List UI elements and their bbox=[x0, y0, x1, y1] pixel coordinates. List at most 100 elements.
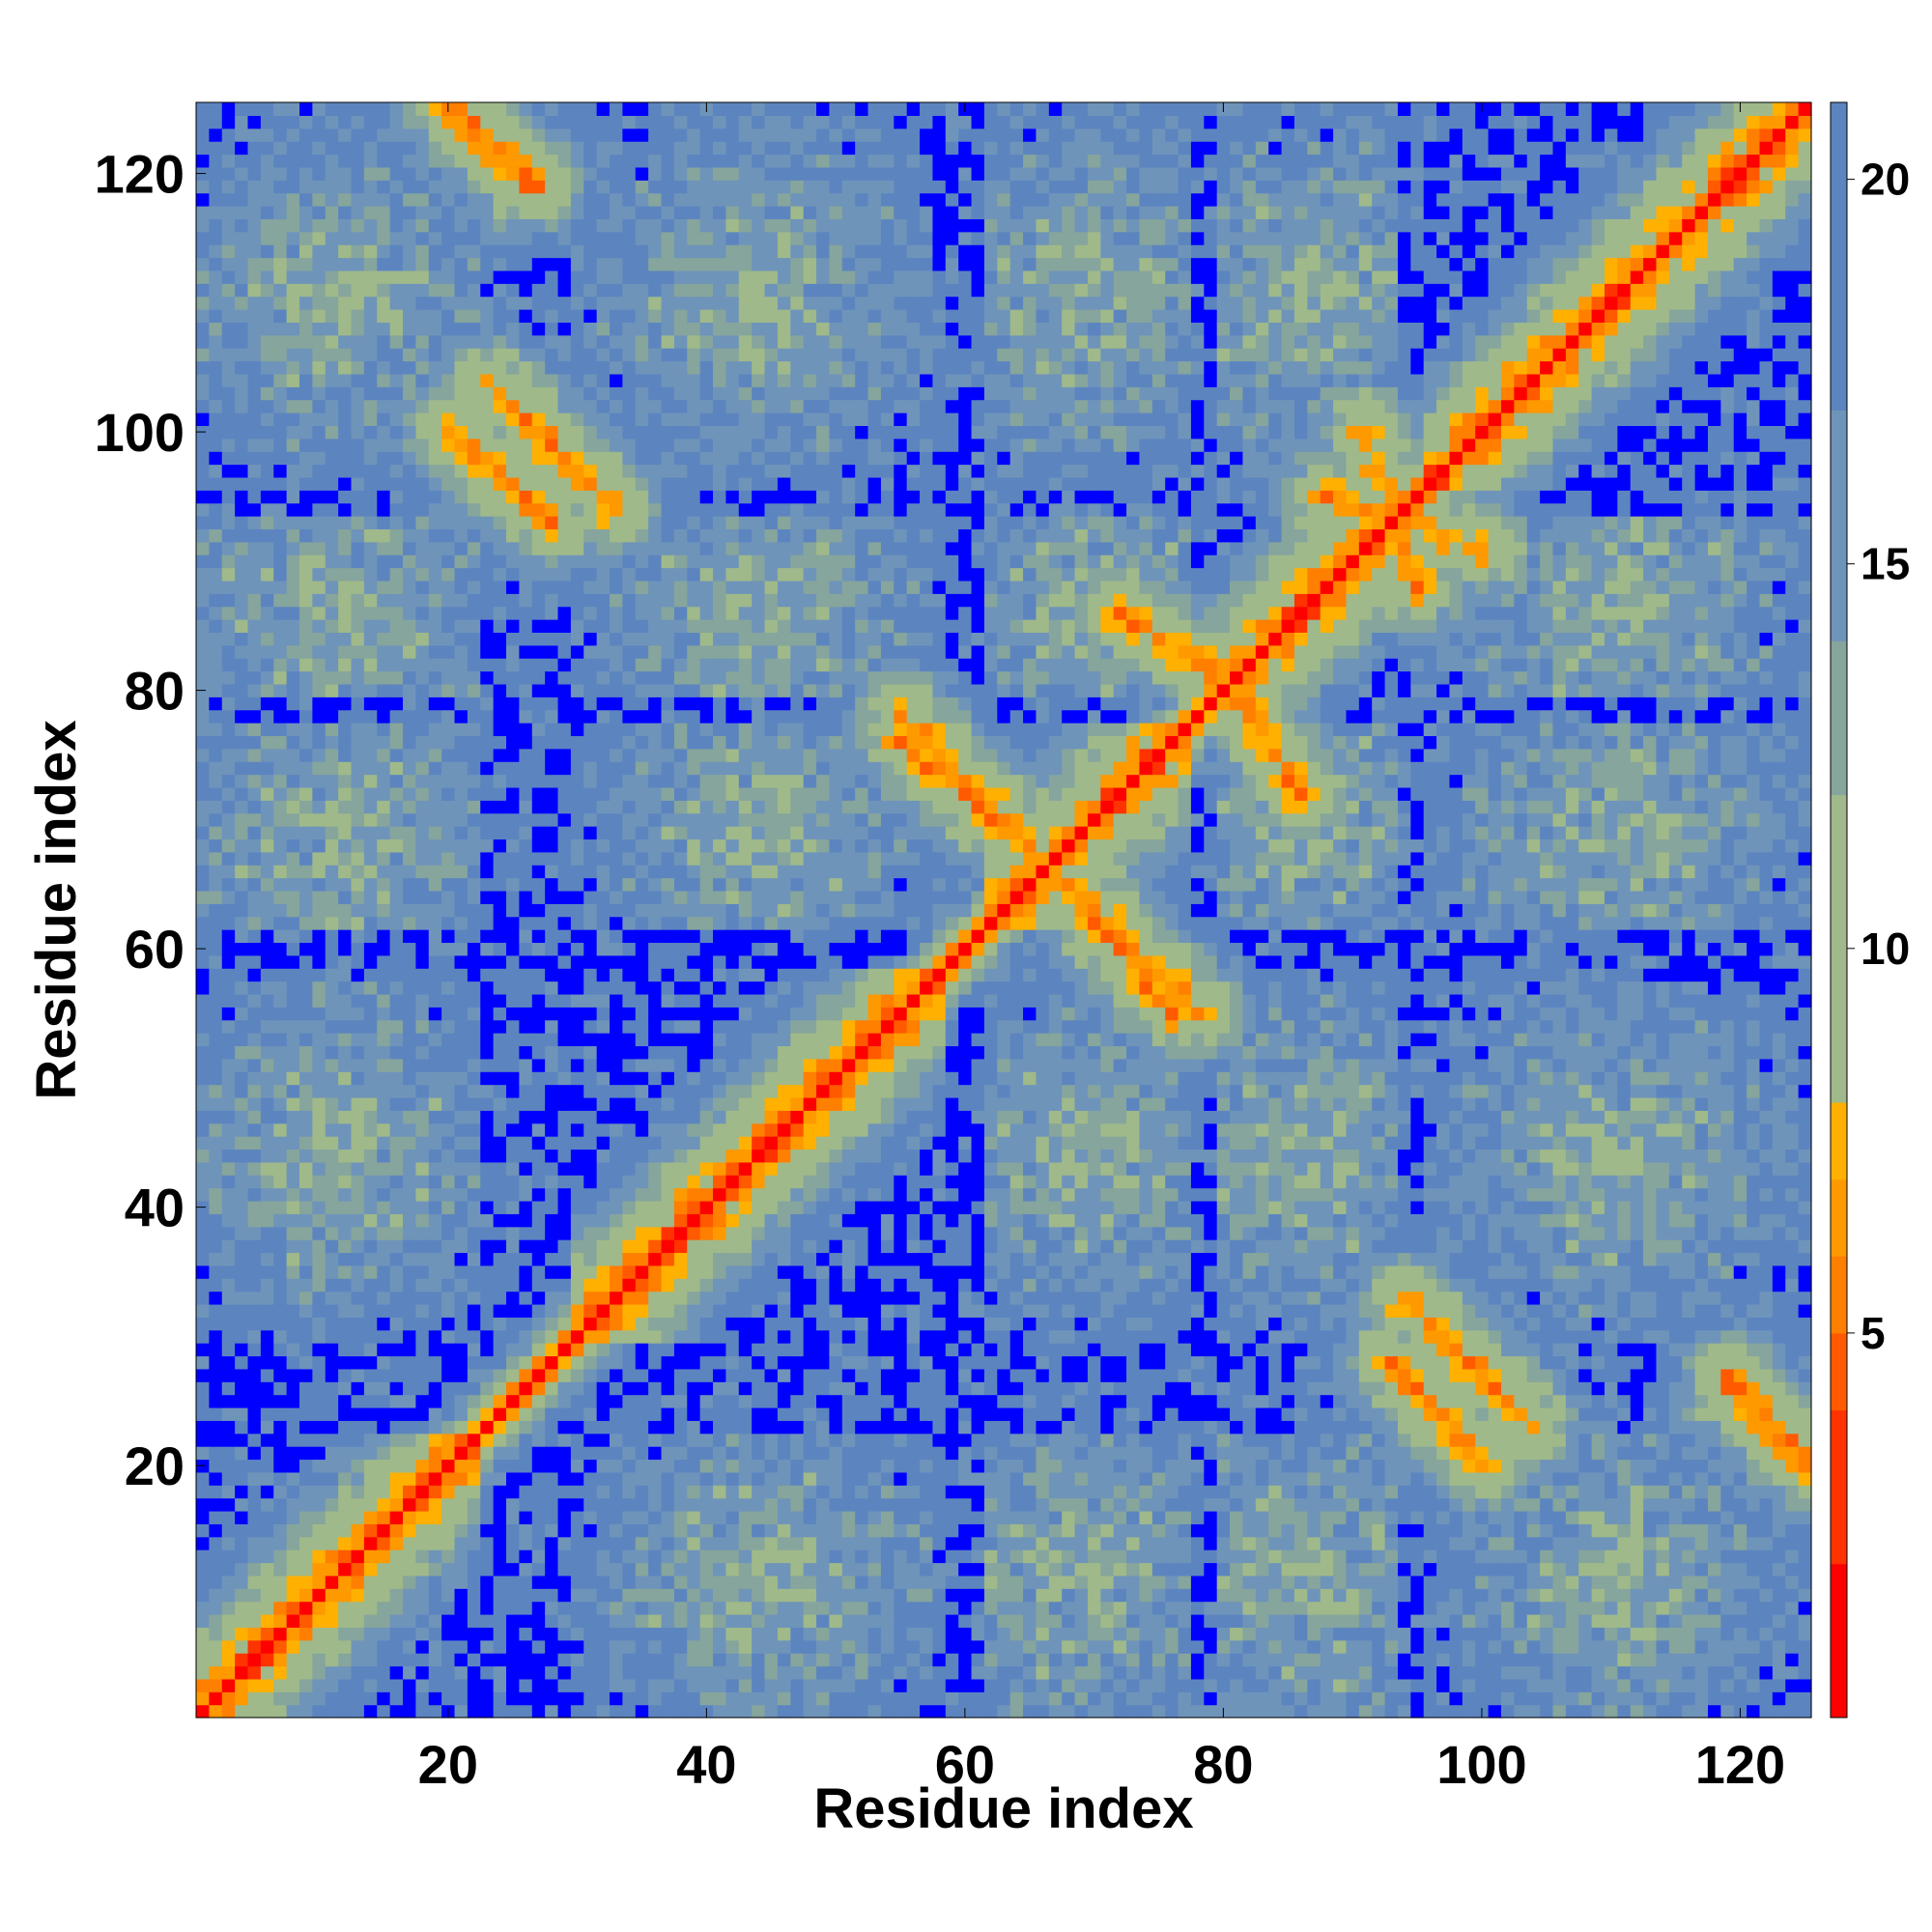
heatmap-cell bbox=[557, 1084, 572, 1098]
heatmap-cell bbox=[545, 1084, 559, 1098]
heatmap-cell bbox=[260, 1278, 274, 1293]
heatmap-cell bbox=[699, 1200, 714, 1214]
heatmap-cell bbox=[610, 1110, 624, 1124]
heatmap-cell bbox=[235, 270, 249, 284]
heatmap-cell bbox=[403, 1639, 416, 1654]
heatmap-cell bbox=[622, 1096, 637, 1111]
heatmap-cell bbox=[493, 1459, 507, 1473]
heatmap-cell bbox=[428, 1613, 442, 1628]
heatmap-cell bbox=[622, 1200, 637, 1214]
heatmap-cell bbox=[648, 192, 663, 207]
heatmap-cell bbox=[506, 438, 520, 452]
heatmap-cell bbox=[519, 490, 533, 504]
heatmap-cell bbox=[389, 968, 404, 982]
heatmap-cell bbox=[325, 1549, 339, 1564]
heatmap-cell bbox=[273, 696, 288, 711]
heatmap-cell bbox=[286, 1497, 300, 1512]
heatmap-cell bbox=[610, 670, 624, 685]
heatmap-cell bbox=[221, 386, 236, 401]
heatmap-cell bbox=[622, 1149, 637, 1163]
heatmap-cell bbox=[260, 464, 274, 478]
heatmap-cell bbox=[235, 1343, 249, 1357]
heatmap-cell bbox=[312, 1406, 327, 1421]
heatmap-cell bbox=[610, 1161, 624, 1176]
heatmap-cell bbox=[389, 954, 404, 969]
heatmap-cell bbox=[363, 1071, 378, 1086]
heatmap-cell bbox=[415, 1161, 430, 1176]
heatmap-cell bbox=[493, 812, 507, 827]
heatmap-cell bbox=[273, 451, 288, 466]
heatmap-cell bbox=[699, 1343, 714, 1357]
heatmap-cell bbox=[531, 1381, 546, 1396]
heatmap-cell bbox=[247, 1381, 262, 1396]
heatmap-cell bbox=[312, 386, 327, 401]
heatmap-cell bbox=[699, 735, 714, 750]
heatmap-cell bbox=[570, 218, 584, 233]
heatmap-cell bbox=[428, 1136, 442, 1151]
heatmap-cell bbox=[648, 502, 663, 517]
heatmap-cell bbox=[699, 283, 714, 298]
heatmap-cell bbox=[273, 1639, 288, 1654]
heatmap-cell bbox=[467, 1678, 481, 1692]
heatmap-cell bbox=[687, 322, 701, 336]
heatmap-cell bbox=[299, 1239, 313, 1254]
heatmap-cell bbox=[557, 1627, 572, 1641]
heatmap-cell bbox=[687, 1406, 701, 1421]
heatmap-cell bbox=[312, 812, 327, 827]
heatmap-cell bbox=[441, 476, 456, 491]
heatmap-cell bbox=[519, 1175, 533, 1189]
heatmap-cell bbox=[467, 1264, 481, 1279]
heatmap-cell bbox=[312, 154, 327, 168]
heatmap-cell bbox=[506, 464, 520, 478]
heatmap-cell bbox=[351, 1355, 365, 1370]
heatmap-cell bbox=[661, 283, 675, 298]
heatmap-cell bbox=[286, 1071, 300, 1086]
heatmap-cell bbox=[493, 270, 507, 284]
heatmap-cell bbox=[247, 1226, 262, 1240]
heatmap-cell bbox=[570, 683, 584, 697]
heatmap-cell bbox=[325, 1136, 339, 1151]
heatmap-cell bbox=[221, 425, 236, 440]
heatmap-cell bbox=[441, 800, 456, 814]
heatmap-cell bbox=[622, 567, 637, 582]
heatmap-cell bbox=[351, 1653, 365, 1667]
heatmap-cell bbox=[622, 580, 637, 594]
heatmap-cell bbox=[403, 1575, 416, 1589]
heatmap-cell bbox=[635, 1627, 649, 1641]
heatmap-cell bbox=[531, 373, 546, 387]
heatmap-cell bbox=[415, 774, 430, 788]
heatmap-cell bbox=[467, 774, 481, 788]
heatmap-cell bbox=[325, 1639, 339, 1654]
heatmap-cell bbox=[635, 748, 649, 762]
heatmap-cell bbox=[403, 1303, 416, 1318]
heatmap-cell bbox=[325, 786, 339, 801]
heatmap-cell bbox=[596, 748, 611, 762]
heatmap-cell bbox=[480, 683, 495, 697]
heatmap-cell bbox=[235, 1187, 249, 1202]
heatmap-cell bbox=[403, 812, 416, 827]
heatmap-cell bbox=[221, 980, 236, 995]
heatmap-cell bbox=[635, 1226, 649, 1240]
heatmap-cell bbox=[506, 166, 520, 181]
heatmap-cell bbox=[299, 438, 313, 452]
heatmap-cell bbox=[389, 851, 404, 866]
heatmap-cell bbox=[545, 1007, 559, 1021]
heatmap-cell bbox=[661, 851, 675, 866]
heatmap-cell bbox=[312, 1704, 327, 1719]
heatmap-cell bbox=[428, 619, 442, 634]
heatmap-cell bbox=[687, 425, 701, 440]
heatmap-cell bbox=[389, 644, 404, 659]
heatmap-cell bbox=[545, 141, 559, 156]
heatmap-cell bbox=[221, 1485, 236, 1499]
heatmap-cell bbox=[506, 386, 520, 401]
heatmap-cell bbox=[480, 658, 495, 672]
heatmap-cell bbox=[648, 1639, 663, 1654]
heatmap-cell bbox=[260, 1329, 274, 1344]
heatmap-cell bbox=[363, 644, 378, 659]
heatmap-cell bbox=[673, 1639, 688, 1654]
heatmap-cell bbox=[196, 541, 210, 555]
heatmap-cell bbox=[428, 1187, 442, 1202]
heatmap-cell bbox=[196, 1122, 210, 1137]
heatmap-cell bbox=[441, 1200, 456, 1214]
heatmap-cell bbox=[519, 1122, 533, 1137]
